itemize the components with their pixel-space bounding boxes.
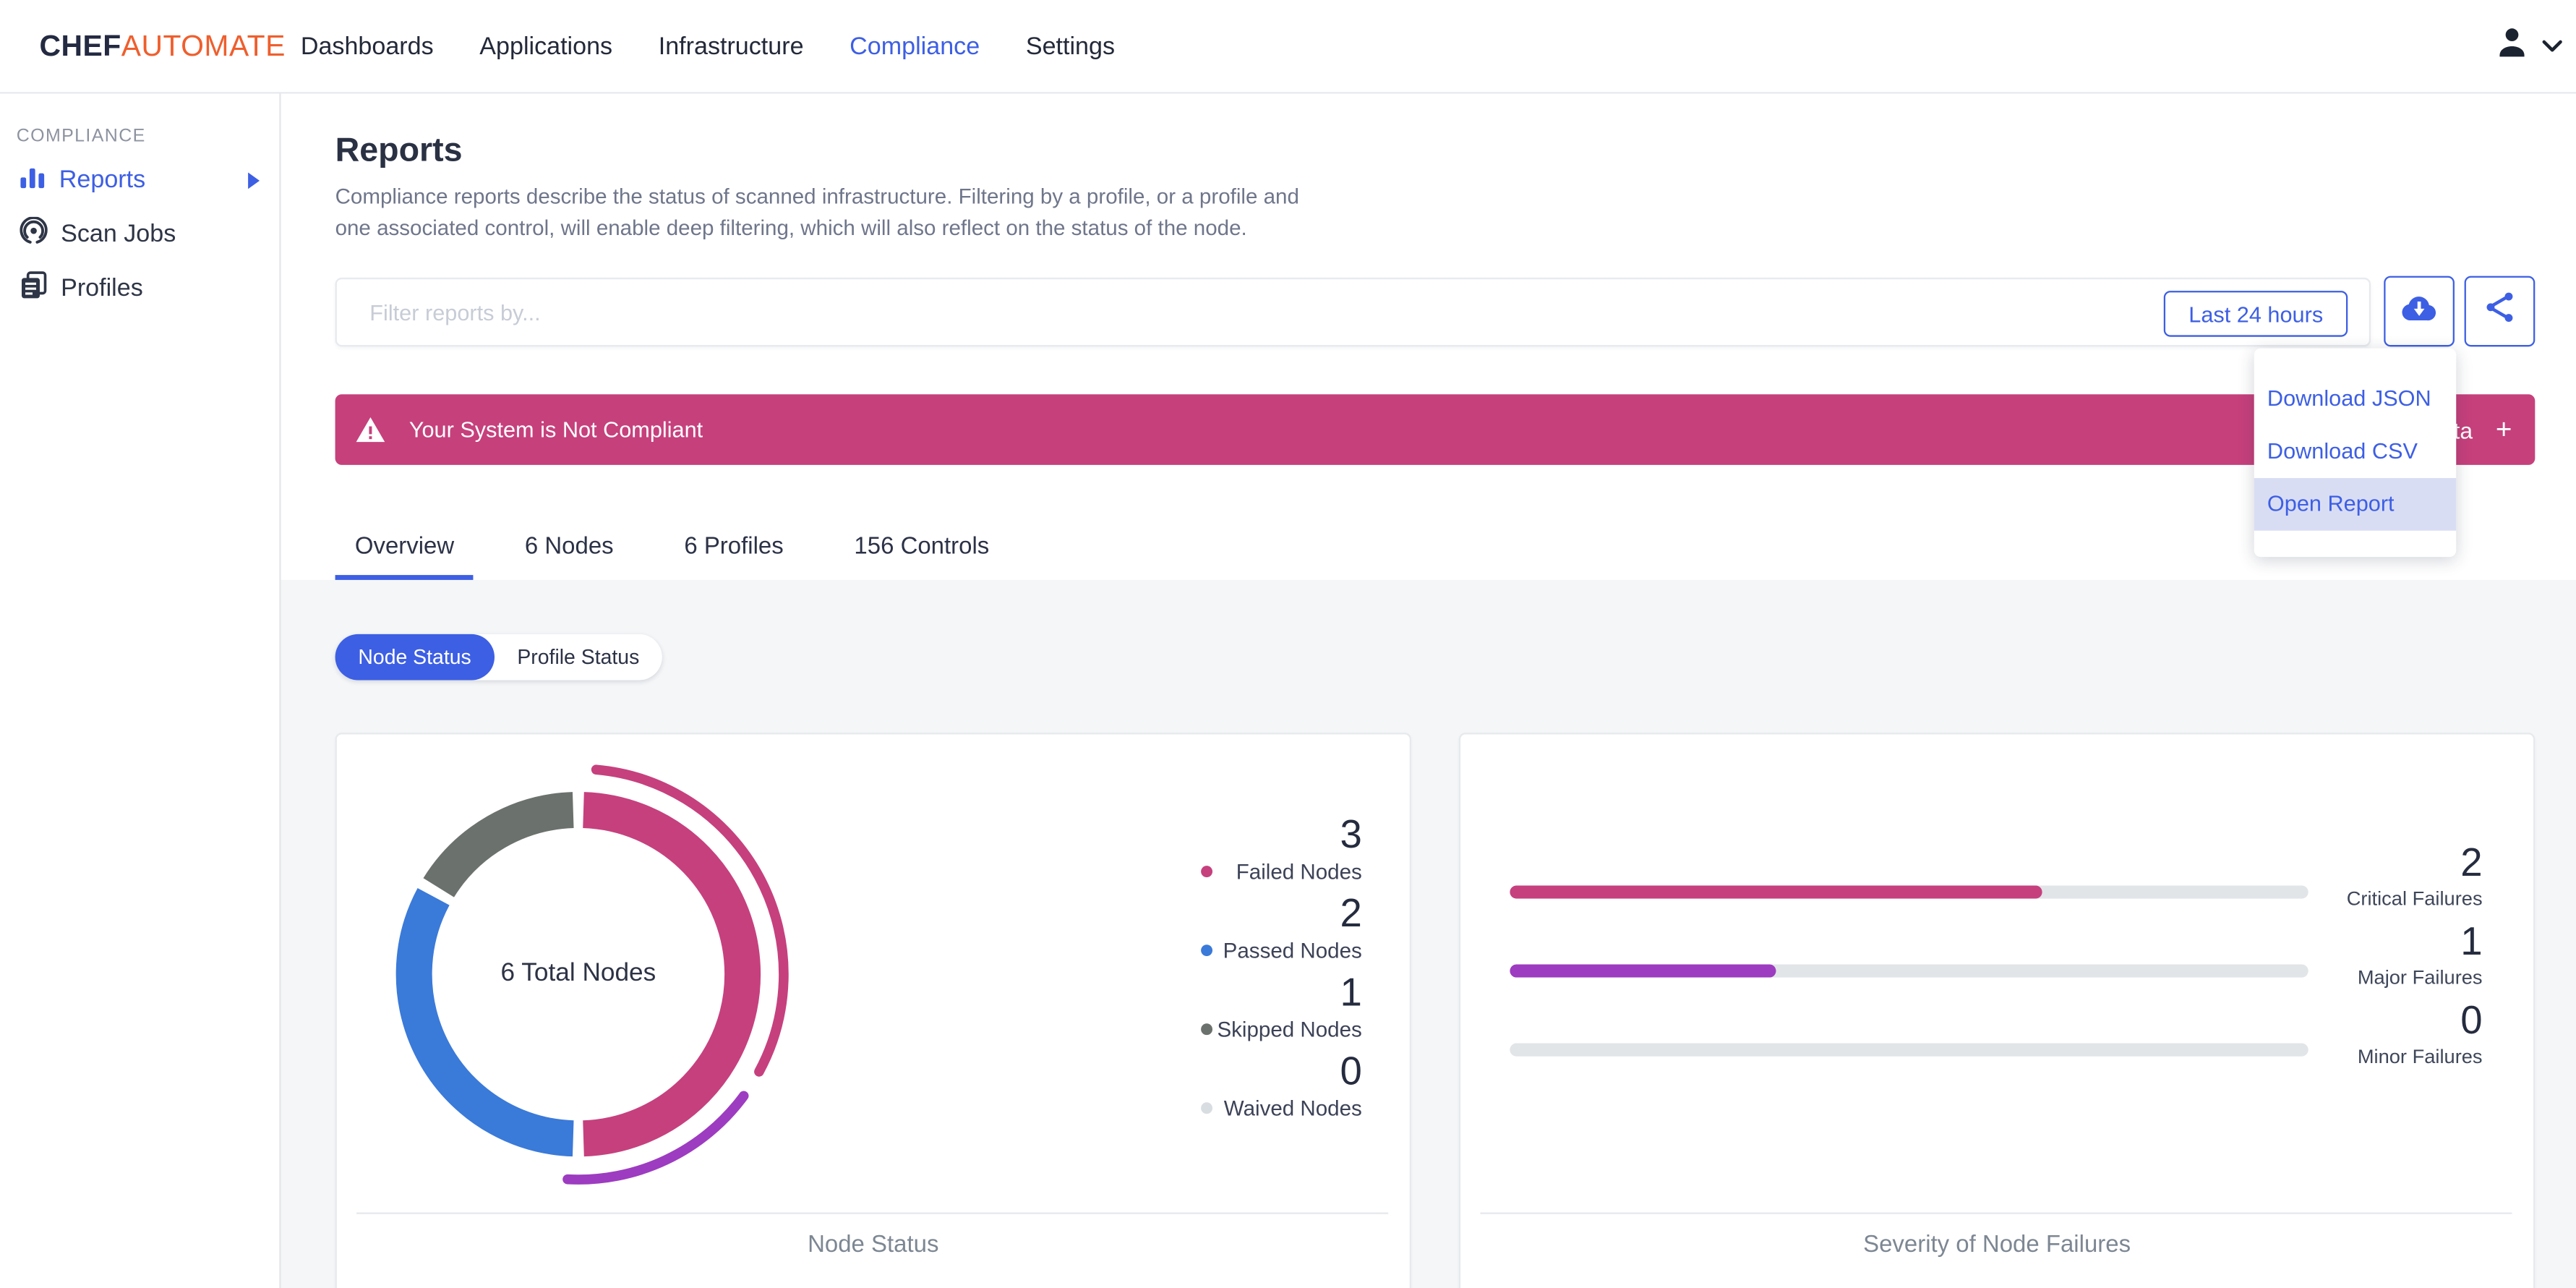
nav-item-settings[interactable]: Settings <box>1025 33 1116 61</box>
expand-arrow-icon[interactable] <box>248 171 260 189</box>
legend-entry-failed: 3 Failed Nodes <box>1201 816 1362 885</box>
user-menu[interactable] <box>2492 0 2563 93</box>
cloud-download-icon <box>2399 290 2440 333</box>
logo-chef-text: CHEF <box>39 29 121 63</box>
tab-overview[interactable]: Overview <box>335 521 474 580</box>
passed-count: 2 <box>1340 892 1362 937</box>
plus-icon[interactable]: + <box>2495 413 2512 445</box>
documents-icon <box>20 270 48 307</box>
failed-dot-icon <box>1201 865 1213 877</box>
time-range-button[interactable]: Last 24 hours <box>2164 291 2348 337</box>
nav-item-applications[interactable]: Applications <box>479 33 613 61</box>
sidebar-item-label: Reports <box>59 166 146 195</box>
top-navigation-bar: CHEF AUTOMATE Dashboards Applications Inf… <box>0 0 2576 94</box>
filter-input[interactable] <box>369 281 2144 344</box>
nav-item-compliance[interactable]: Compliance <box>850 33 980 61</box>
major-label: Major Failures <box>2357 965 2483 989</box>
toggle-node-status[interactable]: Node Status <box>335 634 495 681</box>
waived-count: 0 <box>1340 1049 1362 1094</box>
legend-label: Skipped Nodes <box>1217 1016 1362 1041</box>
legend-entry-waived: 0 Waived Nodes <box>1201 1049 1362 1122</box>
major-bar-track <box>1510 964 2308 978</box>
critical-label: Critical Failures <box>2346 887 2483 910</box>
logo-automate-text: AUTOMATE <box>121 29 286 63</box>
donut-legend: 3 Failed Nodes 2 Passed Nodes 1 Skipped … <box>1201 816 1362 1132</box>
scan-jobs-icon <box>20 216 48 252</box>
warning-triangle-icon <box>355 416 386 444</box>
main-nav: Dashboards Applications Infrastructure C… <box>301 0 1115 93</box>
compliance-status-banner: Your System is Not Compliant ta + <box>335 394 2536 465</box>
person-icon[interactable] <box>2492 23 2532 71</box>
critical-bar-fill <box>1510 885 2042 899</box>
page-title: Reports <box>335 131 463 169</box>
severity-card: 2 Critical Failures 1 Major Failures 0 M… <box>1458 733 2536 1288</box>
status-toggle: Node Status Profile Status <box>335 634 663 681</box>
bar-chart-icon <box>20 163 46 196</box>
filter-bar: Last 24 hours <box>335 277 2371 347</box>
sidebar-item-profiles[interactable]: Profiles <box>0 261 279 315</box>
menu-item-download-json[interactable]: Download JSON <box>2267 385 2431 411</box>
donut-svg <box>395 764 789 1185</box>
download-report-button[interactable] <box>2384 276 2455 347</box>
card-divider <box>1480 1212 2512 1214</box>
severity-card-title: Severity of Node Failures <box>1863 1232 2131 1259</box>
severity-row-critical: 2 Critical Failures <box>1510 841 2483 921</box>
severity-row-major: 1 Major Failures <box>1510 920 2483 1000</box>
chef-automate-logo[interactable]: CHEF AUTOMATE <box>40 0 286 93</box>
menu-item-open-report[interactable]: Open Report <box>2254 478 2457 531</box>
sidebar-section-label: COMPLIANCE <box>16 126 146 147</box>
node-status-card: 6 Total Nodes 3 Failed Nodes 2 Passed No… <box>335 733 1411 1288</box>
page-description: Compliance reports describe the status o… <box>335 181 1299 243</box>
major-count: 1 <box>2460 920 2483 965</box>
report-tabs: Overview 6 Nodes 6 Profiles 156 Controls <box>335 521 1040 580</box>
nav-item-dashboards[interactable]: Dashboards <box>300 33 434 61</box>
passed-dot-icon <box>1201 944 1213 955</box>
critical-count: 2 <box>2460 841 2483 886</box>
critical-bar-track <box>1510 885 2308 899</box>
compliance-sidebar: COMPLIANCE Reports Scan Jobs <box>0 93 281 1288</box>
legend-label: Waived Nodes <box>1223 1095 1362 1120</box>
chevron-down-icon[interactable] <box>2541 32 2563 61</box>
tab-controls[interactable]: 156 Controls <box>854 534 990 560</box>
page-description-line1: Compliance reports describe the status o… <box>335 184 1299 209</box>
tab-nodes[interactable]: 6 Nodes <box>524 534 614 560</box>
sidebar-item-reports[interactable]: Reports <box>0 153 279 207</box>
download-dropdown-menu: Download JSON Download CSV Open Report <box>2254 348 2457 558</box>
legend-entry-skipped: 1 Skipped Nodes <box>1201 971 1362 1043</box>
sidebar-item-label: Profiles <box>61 274 143 302</box>
banner-message: Your System is Not Compliant <box>408 417 703 443</box>
tab-profiles[interactable]: 6 Profiles <box>684 534 784 560</box>
minor-bar-track <box>1510 1043 2308 1057</box>
legend-entry-passed: 2 Passed Nodes <box>1201 895 1362 964</box>
skipped-count: 1 <box>1340 971 1362 1015</box>
toggle-profile-status[interactable]: Profile Status <box>517 645 640 669</box>
banner-metadata-toggle[interactable]: ta + <box>2454 394 2512 465</box>
nav-item-infrastructure[interactable]: Infrastructure <box>658 33 804 61</box>
sidebar-item-label: Scan Jobs <box>61 220 176 249</box>
page-description-line2: one associated control, will enable deep… <box>335 215 1247 240</box>
skipped-dot-icon <box>1201 1023 1213 1035</box>
sidebar-item-scan-jobs[interactable]: Scan Jobs <box>0 207 279 261</box>
minor-count: 0 <box>2460 999 2483 1044</box>
donut-center-label: 6 Total Nodes <box>500 959 656 988</box>
menu-item-download-csv[interactable]: Download CSV <box>2267 438 2418 464</box>
share-icon <box>2483 289 2517 333</box>
share-report-button[interactable] <box>2464 276 2536 347</box>
waived-dot-icon <box>1201 1101 1213 1114</box>
legend-label: Passed Nodes <box>1223 937 1362 963</box>
major-bar-fill <box>1510 964 1776 978</box>
severity-bars-chart: 2 Critical Failures 1 Major Failures 0 M… <box>1510 841 2483 1079</box>
card-divider <box>356 1212 1389 1214</box>
node-status-card-title: Node Status <box>808 1232 939 1259</box>
legend-label: Failed Nodes <box>1236 858 1362 884</box>
node-status-donut-chart: 6 Total Nodes <box>348 744 808 1204</box>
failed-count: 3 <box>1340 813 1362 858</box>
severity-row-minor: 0 Minor Failures <box>1510 999 2483 1079</box>
banner-metadata-label-fragment: ta <box>2453 416 2473 443</box>
minor-label: Minor Failures <box>2357 1044 2483 1068</box>
